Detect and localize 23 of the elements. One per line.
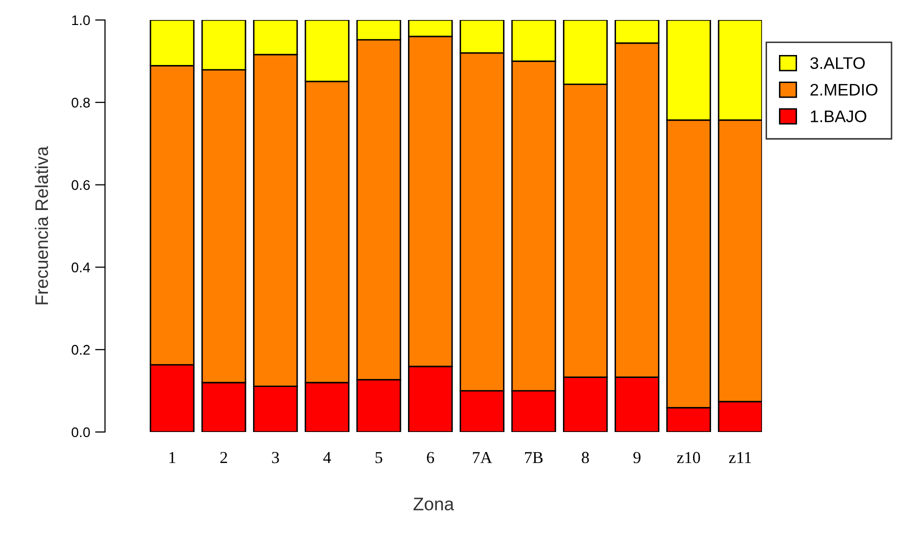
x-axis-title: Zona — [414, 498, 454, 510]
x-tick-label: 7B — [525, 452, 543, 464]
y-axis-title: Frecuencia Relativa — [34, 146, 48, 304]
y-tick-label: 0.0 — [72, 427, 90, 438]
x-tick-label: 1 — [169, 452, 176, 464]
y-tick-label: 0.6 — [72, 180, 90, 190]
x-tick-label: 2 — [220, 452, 228, 464]
x-tick-label: 3 — [272, 452, 279, 464]
x-tick-label: 8 — [582, 452, 589, 464]
x-tick-label: 9 — [633, 452, 640, 464]
legend-label: 3.ALTO — [810, 57, 865, 69]
legend-label: 1.BAJO — [810, 110, 866, 122]
x-tick-label: 7A — [472, 452, 492, 464]
legend-label: 2.MEDIO — [810, 84, 878, 96]
y-tick-label: 0.2 — [72, 344, 90, 355]
x-tick-label: 5 — [376, 452, 382, 464]
y-tick-label: 0.4 — [72, 262, 90, 272]
x-tick-label: z11 — [729, 452, 752, 464]
y-tick-label: 1.0 — [72, 15, 90, 26]
x-tick-label: 4 — [323, 452, 332, 464]
x-tick-label: z10 — [677, 452, 700, 464]
x-tick-label: 6 — [426, 452, 434, 464]
y-tick-label: 0.8 — [72, 98, 90, 108]
